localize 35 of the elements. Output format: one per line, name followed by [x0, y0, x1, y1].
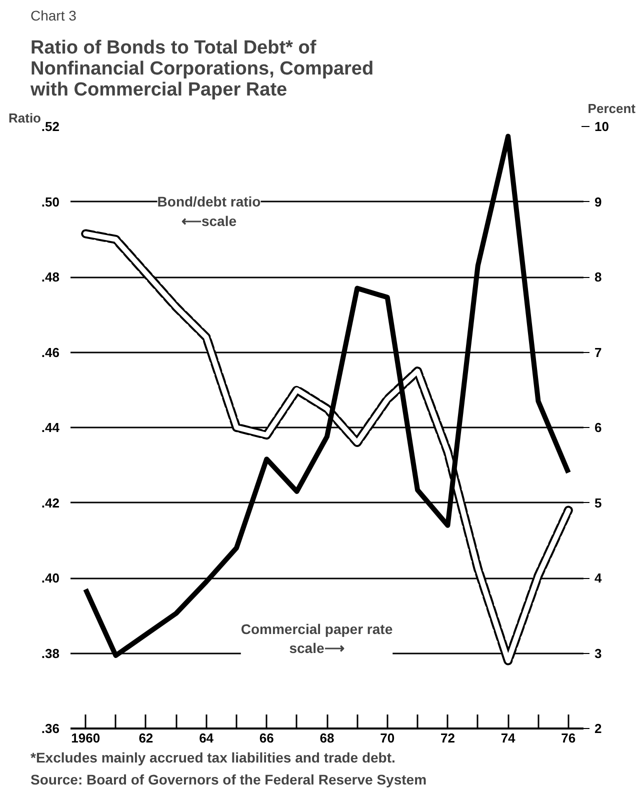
- x-tick-label: 64: [199, 730, 214, 746]
- y-tick-label: .52: [41, 119, 60, 134]
- y2-tick-label: 4: [594, 570, 602, 586]
- y-tick-label: .36: [41, 721, 60, 736]
- y2-tick-label: 3: [594, 646, 602, 661]
- y2-tick-label: 5: [594, 495, 602, 510]
- x-tick-label: 76: [561, 730, 576, 746]
- chart-title: Ratio of Bonds to Total Debt* of Nonfinancial Corporations, Compared with Commercial Paper Rate: [30, 38, 374, 100]
- x-tick-label: 70: [380, 730, 395, 746]
- y2-tick-label: 6: [594, 420, 602, 435]
- y-tick-label: .38: [41, 646, 60, 661]
- y2-tick-label: 8: [594, 270, 602, 284]
- y-tick-label: .50: [41, 194, 60, 210]
- chart-subtitle: Chart 3: [30, 8, 77, 24]
- y-tick-label: .40: [41, 570, 60, 586]
- y2-tick-label: 9: [594, 194, 602, 210]
- y2-tick-label: 10: [594, 119, 609, 134]
- x-tick-label: 66: [259, 730, 274, 746]
- y-tick-label: .46: [41, 344, 60, 360]
- annotation: Commercial paper rate scale⟶: [240, 621, 393, 656]
- x-tick-label: 72: [440, 730, 455, 746]
- y2-tick-label: 2: [594, 721, 602, 736]
- source-note: Source: Board of Governors of the Federal Reserve System: [30, 772, 427, 788]
- x-tick-label: 62: [138, 730, 154, 746]
- y-tick-label: .48: [41, 270, 60, 284]
- annotation: Bond/debt ratio ⟵scale: [157, 194, 261, 229]
- y-tick-label: .44: [41, 420, 60, 435]
- y2-axis-title: Percent: [588, 101, 636, 116]
- x-tick-label: 74: [500, 730, 516, 746]
- x-tick-label: 68: [320, 730, 334, 746]
- y-axis-title: Ratio: [8, 110, 42, 126]
- y-tick-label: .42: [41, 495, 60, 510]
- x-tick-label: 1960: [71, 730, 100, 746]
- text: *Excludes mainly accrued tax liabilities and trade debt.: [30, 750, 396, 766]
- y2-tick-label: 7: [594, 344, 602, 360]
